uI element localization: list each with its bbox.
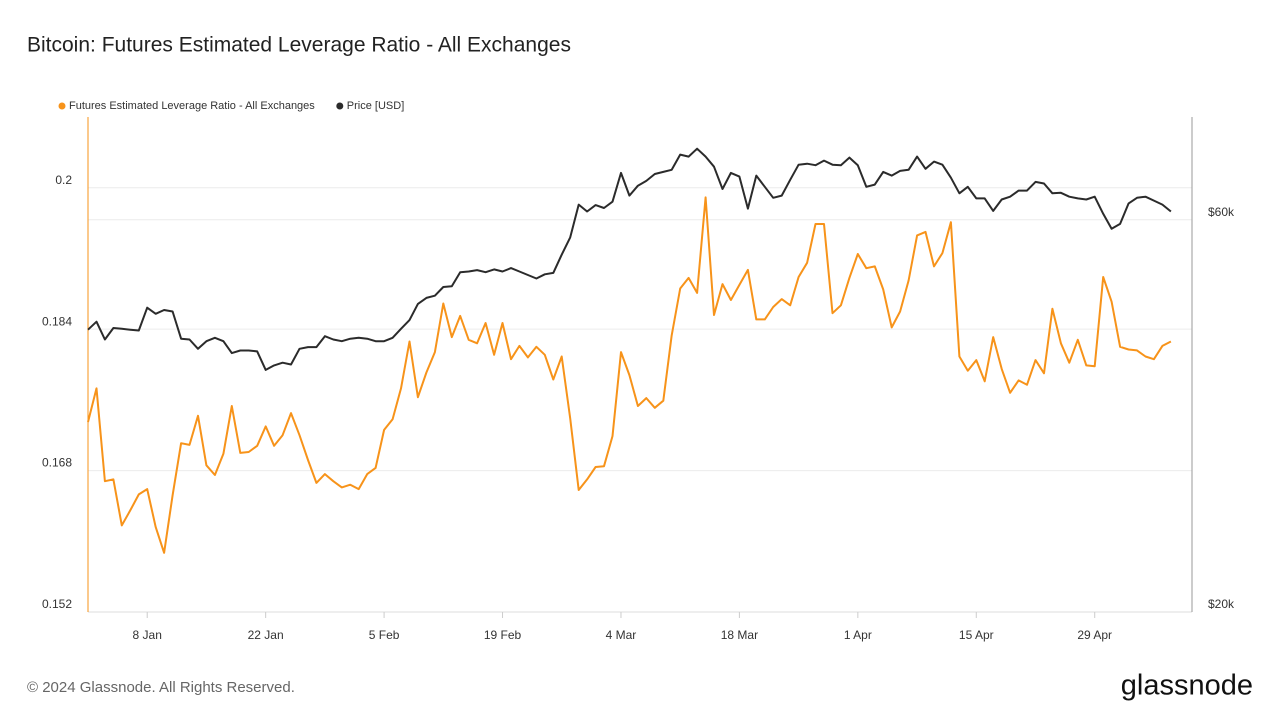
chart-title: Bitcoin: Futures Estimated Leverage Rati… (27, 34, 571, 57)
y-tick-label: 0.168 (42, 456, 72, 470)
x-tick-label: 18 Mar (721, 628, 758, 642)
footer: © 2024 Glassnode. All Rights Reserved. (27, 679, 295, 696)
legend-marker (58, 102, 66, 110)
legend-marker (336, 102, 344, 110)
legend-label: Price [USD] (347, 100, 404, 112)
x-tick-label: 19 Feb (484, 628, 522, 642)
x-tick-label: 1 Apr (844, 628, 872, 642)
y-tick-label: 0.152 (42, 597, 72, 611)
series-line (87, 196, 1172, 554)
y-tick-label: 0.184 (42, 314, 72, 328)
y2-tick-label: $20k (1208, 597, 1235, 611)
x-tick-label: 4 Mar (606, 628, 637, 642)
x-tick-label: 22 Jan (248, 628, 284, 642)
legend-label: Futures Estimated Leverage Ratio - All E… (69, 100, 315, 112)
x-tick-label: 15 Apr (959, 628, 994, 642)
x-tick-label: 29 Apr (1077, 628, 1112, 642)
x-tick-label: 8 Jan (133, 628, 162, 642)
series-line (87, 147, 1172, 371)
brand-logo: glassnode (1121, 670, 1253, 702)
y2-tick-label: $60k (1208, 205, 1235, 219)
x-tick-label: 5 Feb (369, 628, 400, 642)
y-tick-label: 0.2 (55, 173, 72, 187)
